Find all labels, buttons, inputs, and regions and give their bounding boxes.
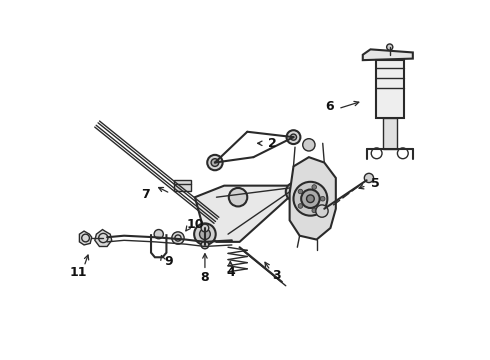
Polygon shape [195,186,295,242]
Circle shape [316,205,328,217]
Text: 9: 9 [165,255,173,268]
Circle shape [291,188,299,195]
Bar [174,180,191,191]
Text: 11: 11 [69,266,87,279]
Text: 6: 6 [325,100,334,113]
Circle shape [312,185,317,189]
Polygon shape [95,230,112,247]
Circle shape [307,195,314,203]
Circle shape [229,188,247,206]
Circle shape [207,155,222,170]
Circle shape [286,183,304,201]
Text: 8: 8 [200,271,209,284]
Circle shape [303,139,315,151]
Polygon shape [79,231,92,245]
Text: 3: 3 [272,269,281,282]
Circle shape [298,189,303,194]
Text: 4: 4 [226,266,235,279]
Text: 2: 2 [268,137,276,150]
Text: 5: 5 [371,177,380,190]
Circle shape [301,189,319,208]
Circle shape [291,134,296,140]
Circle shape [194,223,216,245]
Circle shape [211,159,219,166]
Circle shape [387,44,393,50]
Bar [383,118,397,149]
Circle shape [287,130,300,144]
Circle shape [199,229,210,239]
Circle shape [320,197,325,201]
Circle shape [201,241,209,249]
Polygon shape [290,157,336,239]
Circle shape [201,224,209,232]
Circle shape [312,208,317,213]
Text: 7: 7 [141,188,150,201]
Circle shape [298,204,303,208]
Circle shape [294,182,327,216]
Text: 10: 10 [186,219,204,231]
Circle shape [365,173,373,183]
Circle shape [154,230,163,239]
Circle shape [172,232,184,244]
Polygon shape [363,49,413,60]
Bar [376,60,404,118]
